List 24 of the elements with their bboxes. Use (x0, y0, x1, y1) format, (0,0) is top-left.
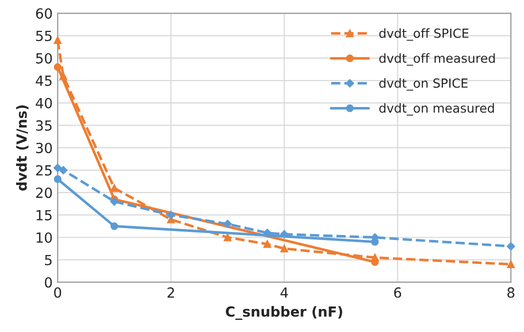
legend-label: dvdt_off measured (379, 53, 495, 66)
y-tick-label: 0 (44, 277, 52, 288)
y-axis-title: dvdt (V/ns) (16, 105, 28, 191)
legend-label: dvdt_on measured (379, 103, 494, 116)
y-tick-label: 5 (45, 254, 52, 266)
y-tick-label: 10 (36, 232, 52, 243)
x-tick-label: 8 (507, 287, 514, 298)
y-tick-label: 30 (36, 142, 52, 154)
x-tick-label: 2 (168, 287, 174, 298)
y-tick-label: 50 (36, 53, 52, 64)
y-tick-label: 25 (36, 165, 52, 176)
legend-label: dvdt_on SPICE (379, 78, 468, 91)
y-tick-label: 40 (36, 98, 52, 108)
y-tick-label: 45 (36, 76, 52, 86)
y-tick-label: 15 (36, 210, 52, 220)
x-axis-title: C_snubber (nF) (226, 306, 342, 320)
x-tick-label: 4 (280, 287, 288, 298)
x-tick-label: 6 (394, 287, 402, 298)
y-tick-label: 60 (36, 8, 52, 19)
legend-label: dvdt_off SPICE (379, 28, 468, 41)
y-tick-label: 35 (36, 120, 52, 131)
x-tick-label: 0 (54, 287, 62, 298)
y-tick-label: 20 (36, 188, 52, 198)
y-tick-label: 55 (36, 30, 52, 42)
